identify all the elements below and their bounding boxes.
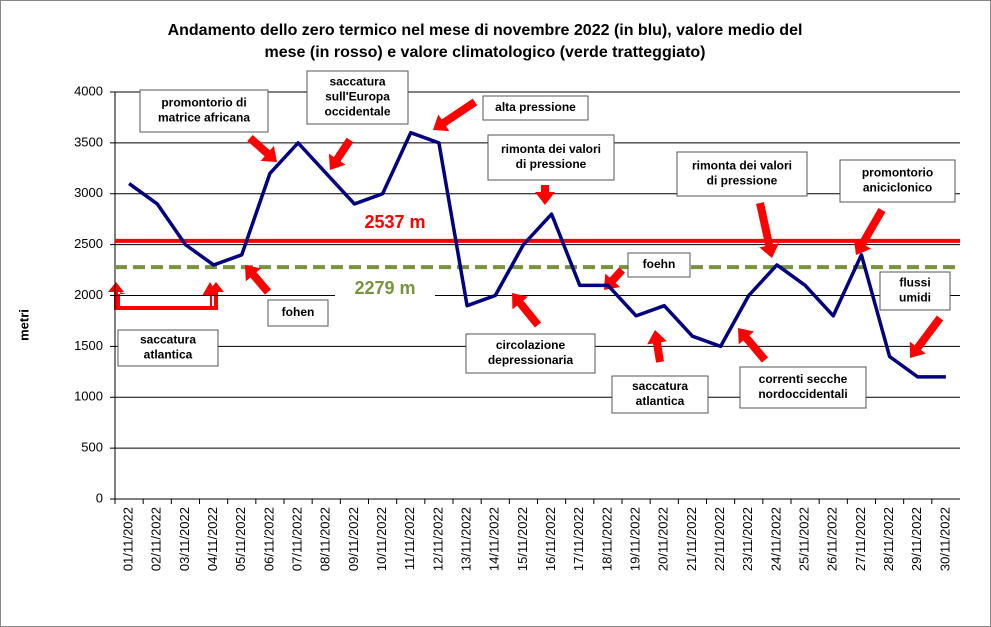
annotation-box <box>739 366 867 409</box>
annotation-text: di pressione <box>516 157 587 171</box>
annotation-box <box>482 95 589 121</box>
x-tick-label: 25/11/2022 <box>797 507 812 571</box>
annotation-box <box>306 70 409 125</box>
annotation-box <box>839 159 956 203</box>
x-tick-label: 15/11/2022 <box>515 507 530 571</box>
series-line <box>128 130 946 379</box>
annotation-text: nordoccidentali <box>758 387 847 401</box>
x-tick-label: 23/11/2022 <box>740 507 755 571</box>
annotation-text: rimonta dei valori <box>501 142 601 156</box>
label-bg <box>335 277 435 301</box>
arrow <box>756 202 779 258</box>
annotation-text: aniciclonico <box>863 181 932 195</box>
annotation-box <box>139 89 269 133</box>
x-tick-label: 11/11/2022 <box>402 507 417 570</box>
annotation-box <box>627 252 691 278</box>
annotation-text: promontorio di <box>161 96 246 110</box>
y-tick-label: 4000 <box>74 83 103 98</box>
annotation-box <box>879 271 951 311</box>
arrow <box>853 207 886 255</box>
x-tick-label: 07/11/2022 <box>290 507 305 571</box>
x-tick-label: 22/11/2022 <box>712 507 727 571</box>
annotation-box <box>117 329 219 367</box>
annotation-text: depressionaria <box>488 353 574 367</box>
x-tick-label: 06/11/2022 <box>261 507 276 571</box>
x-tick-label: 14/11/2022 <box>487 507 502 571</box>
arrow <box>535 185 555 205</box>
annotation-text: atlantica <box>144 348 193 362</box>
annotation-text: atlantica <box>636 394 685 408</box>
chart-title: Andamento dello zero termico nel mese di… <box>168 22 803 39</box>
x-tick-label: 20/11/2022 <box>656 507 671 571</box>
annotation-box <box>611 375 709 414</box>
annotation-text: promontorio <box>862 166 933 180</box>
x-tick-label: 01/11/2022 <box>121 507 136 571</box>
annotation-text: fohen <box>282 305 315 319</box>
x-tick-label: 24/11/2022 <box>768 507 783 571</box>
arrow <box>738 328 769 363</box>
arrow <box>245 265 272 295</box>
arrow <box>247 135 277 162</box>
annotation-text: di pressione <box>707 174 778 188</box>
chart-title: mese (in rosso) e valore climatologico (… <box>265 44 706 61</box>
x-tick-label: 28/11/2022 <box>881 507 896 571</box>
x-tick-label: 13/11/2022 <box>459 507 474 571</box>
y-tick-label: 2000 <box>74 287 103 302</box>
reference-label: 2279 m <box>354 278 415 298</box>
x-tick-label: 10/11/2022 <box>374 507 389 571</box>
annotation-text: occidentale <box>324 105 390 119</box>
annotation-text: matrice africana <box>158 111 250 125</box>
x-tick-label: 17/11/2022 <box>571 507 586 571</box>
x-tick-label: 21/11/2022 <box>684 507 699 571</box>
annotation-text: rimonta dei valori <box>692 159 792 173</box>
arrow <box>909 315 944 358</box>
y-tick-label: 0 <box>96 490 103 505</box>
x-tick-label: 30/11/2022 <box>937 507 952 571</box>
annotation-text: foehn <box>643 257 676 271</box>
x-tick-label: 12/11/2022 <box>430 507 445 571</box>
annotation-box <box>487 134 615 181</box>
y-tick-label: 3000 <box>74 185 103 200</box>
reference-label: 2537 m <box>364 212 425 232</box>
y-tick-label: 500 <box>81 440 103 455</box>
y-tick-label: 2500 <box>74 236 103 251</box>
annotation-text: correnti secche <box>759 372 848 386</box>
arrow <box>433 98 478 132</box>
annotation-text: alta pressione <box>495 100 576 114</box>
arrow <box>328 137 354 170</box>
annotation-box <box>465 333 596 374</box>
y-axis-label: metri <box>16 309 31 341</box>
x-tick-label: 09/11/2022 <box>346 507 361 571</box>
x-tick-label: 29/11/2022 <box>909 507 924 571</box>
arrow-bracket <box>108 282 224 310</box>
annotation-text: flussi <box>899 276 930 290</box>
x-tick-label: 05/11/2022 <box>233 507 248 571</box>
x-tick-label: 16/11/2022 <box>543 507 558 571</box>
y-tick-label: 1000 <box>74 389 103 404</box>
x-tick-label: 18/11/2022 <box>599 507 614 571</box>
annotation-text: saccatura <box>140 333 196 347</box>
x-tick-label: 08/11/2022 <box>318 507 333 571</box>
annotation-text: circolazione <box>496 338 566 352</box>
annotation-text: umidi <box>899 291 931 305</box>
annotation-box <box>267 299 329 327</box>
arrow <box>647 330 667 363</box>
x-tick-label: 04/11/2022 <box>205 507 220 571</box>
annotation-box <box>676 151 808 197</box>
x-tick-label: 26/11/2022 <box>825 507 840 571</box>
x-tick-label: 02/11/2022 <box>149 507 164 571</box>
annotation-text: sull'Europa <box>325 90 390 104</box>
y-tick-label: 1500 <box>74 338 103 353</box>
x-tick-label: 03/11/2022 <box>177 507 192 571</box>
arrow <box>512 293 542 328</box>
annotation-text: saccatura <box>329 75 385 89</box>
y-tick-label: 3500 <box>74 134 103 149</box>
annotation-text: saccatura <box>632 379 688 393</box>
x-tick-label: 19/11/2022 <box>628 507 643 571</box>
x-tick-label: 27/11/2022 <box>853 507 868 571</box>
